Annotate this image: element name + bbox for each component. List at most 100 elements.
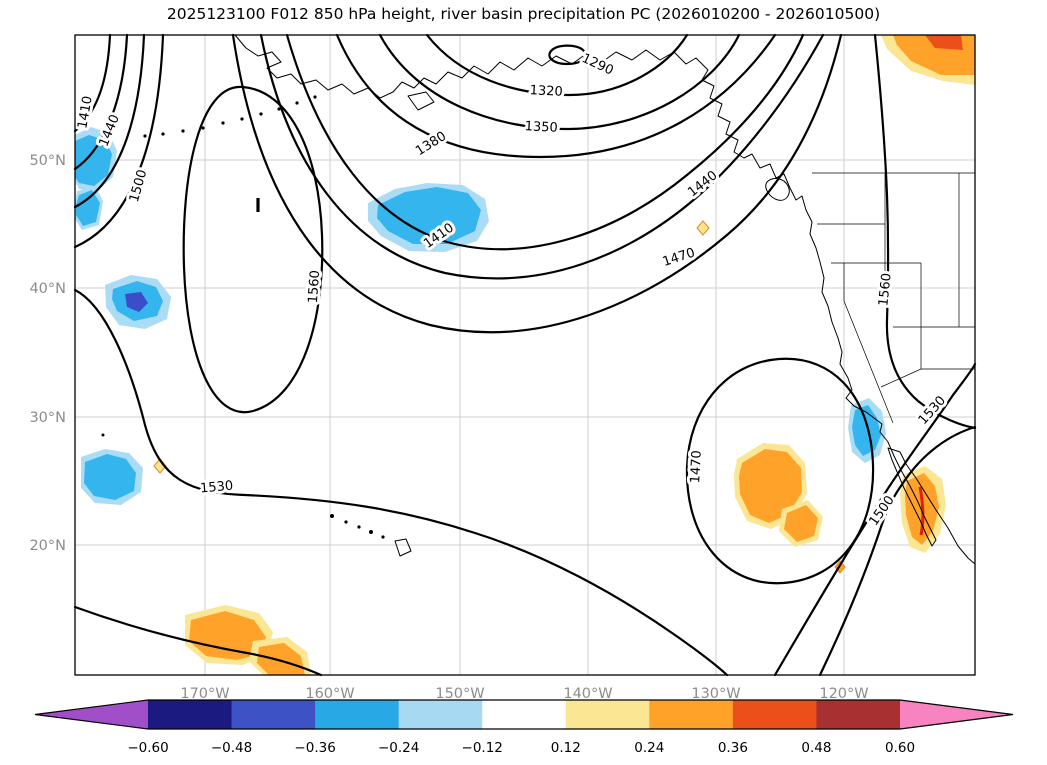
lon-tick-label: 130°W <box>691 686 740 702</box>
lat-tick-label: 20°N <box>29 538 66 554</box>
colorbar-segment <box>231 700 316 729</box>
hawaii-islands <box>330 514 412 557</box>
contour-line <box>73 605 323 677</box>
precip-positive-speck <box>696 220 710 236</box>
map-area: 1290132013501380141014401470141014401500… <box>72 33 977 677</box>
colorbar-tick-label: −0.48 <box>211 740 252 756</box>
precip-negative-core <box>84 454 136 500</box>
kodiak-island <box>407 91 435 111</box>
colorbar-under-arrow <box>35 700 148 729</box>
coastline-path <box>234 34 976 565</box>
contour-label: 1530 <box>200 479 234 497</box>
chart-title: 2025123100 F012 850 hPa height, river ba… <box>166 5 881 23</box>
lat-tick-label: 30°N <box>29 410 66 426</box>
island-dot <box>369 530 373 534</box>
contour-line <box>231 33 843 334</box>
contour-label: 1320 <box>529 83 563 100</box>
contour-label: 1470 <box>661 245 697 269</box>
island-dot <box>240 117 244 121</box>
colorbar-segment <box>732 700 817 729</box>
map-frame <box>74 34 976 676</box>
state-border-line <box>880 368 975 388</box>
island-dot <box>101 433 105 437</box>
contour-label: 1560 <box>306 270 323 304</box>
contour-label: 1350 <box>524 119 558 136</box>
contour-line <box>773 362 977 677</box>
contour-line <box>425 33 689 97</box>
contour-line <box>73 33 112 133</box>
island-dot <box>313 95 317 99</box>
aleutian-island-dots <box>101 95 317 437</box>
state-borders <box>812 172 975 424</box>
island-dot <box>143 134 147 138</box>
contour-line <box>285 33 805 251</box>
contour-line <box>873 33 977 430</box>
colorbar-segment <box>482 700 567 729</box>
precip-positive-core <box>739 449 802 523</box>
island-dot <box>161 132 165 136</box>
colorbar-segment <box>649 700 734 729</box>
contour-line <box>73 33 165 249</box>
precip-positive-strong-core <box>925 35 963 50</box>
contour-label: 1500 <box>127 168 151 204</box>
colorbar-over-arrow <box>900 700 1013 729</box>
precip-negative-core <box>75 135 112 186</box>
contour-line <box>182 85 324 414</box>
lon-tick-label: 150°W <box>435 686 484 702</box>
island-dot <box>330 514 334 518</box>
contour-line <box>685 357 875 585</box>
precip-shading <box>75 35 975 675</box>
colorbar-tick-label: −0.36 <box>294 740 335 756</box>
island-dot <box>277 107 281 111</box>
island-dot <box>381 535 385 539</box>
colorbar-tick-label: −0.60 <box>127 740 168 756</box>
contour-label: 1560 <box>876 272 894 306</box>
precip-positive-core <box>257 643 305 675</box>
lon-tick-label: 140°W <box>563 686 612 702</box>
colorbar-segment <box>398 700 483 729</box>
colorbar-segment <box>565 700 650 729</box>
colorbar-tick-label: 0.48 <box>801 740 831 756</box>
colorbar-segment <box>816 700 901 729</box>
lon-tick-label: 120°W <box>819 686 868 702</box>
contour-line <box>378 33 741 131</box>
contour-line <box>335 33 777 159</box>
contour-lines <box>73 33 977 677</box>
colorbar-segment <box>148 700 233 729</box>
lat-axis-labels: 50°N 40°N 30°N 20°N <box>29 153 66 554</box>
colorbar-segment <box>315 700 400 729</box>
precip-negative-core <box>377 187 481 244</box>
contour-line <box>73 33 129 171</box>
colorbar-tick-label: −0.12 <box>462 740 503 756</box>
precip-negative-core <box>76 190 100 226</box>
colorbar-tick-label: 0.24 <box>634 740 664 756</box>
precip-positive-core <box>189 611 266 660</box>
island-dot <box>344 520 348 524</box>
colorbar-tick-label: −0.24 <box>378 740 419 756</box>
colorbar-tick-labels: −0.60 −0.48 −0.36 −0.24 −0.12 0.12 0.24 0.36 0.4… <box>127 740 915 756</box>
contour-label: 1290 <box>579 51 615 79</box>
colorbar-tick-label: 0.12 <box>551 740 581 756</box>
contour-line <box>73 288 729 677</box>
coastlines <box>101 34 976 565</box>
colorbar-tick-label: 0.36 <box>718 740 748 756</box>
island-dot <box>221 121 225 125</box>
lon-tick-label: 170°W <box>180 686 229 702</box>
contour-label: 1410 <box>75 95 96 130</box>
precip-positive-strong-core <box>918 486 925 536</box>
contour-label: 1470 <box>688 450 705 484</box>
island-dot <box>357 525 361 529</box>
colorbar-tick-label: 0.60 <box>885 740 915 756</box>
precip-negative-strong-core <box>125 292 148 312</box>
contour-line <box>259 33 825 280</box>
contour-labels: 1290132013501380141014401470141014401500… <box>72 48 952 532</box>
island-dot <box>181 129 185 133</box>
contour-line <box>818 425 977 677</box>
lon-axis-labels: 170°W 160°W 150°W 140°W 130°W 120°W <box>180 686 868 702</box>
lon-tick-label: 160°W <box>305 686 354 702</box>
island-dot <box>295 101 299 105</box>
island-dot <box>259 112 263 116</box>
contour-label: 1380 <box>413 129 449 159</box>
contour-line <box>73 33 146 209</box>
